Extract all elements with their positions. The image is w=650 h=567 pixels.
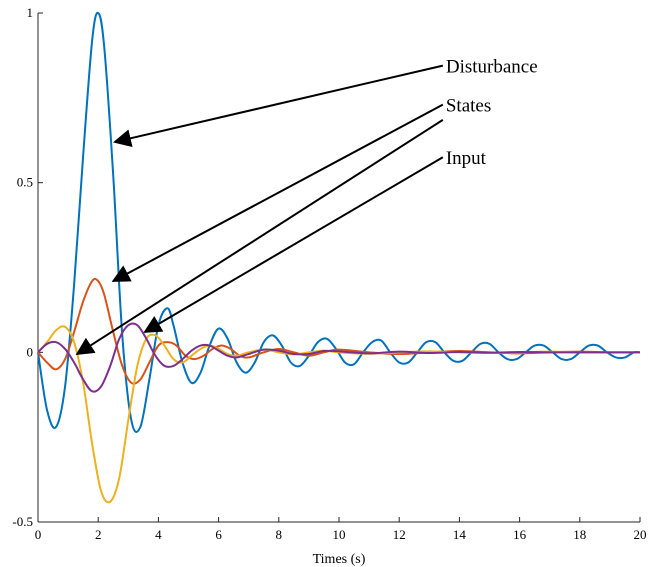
annotation-arrow xyxy=(113,64,444,148)
x-tick-label: 6 xyxy=(215,527,222,542)
x-tick-label: 14 xyxy=(453,527,467,542)
annotation-arrow xyxy=(111,103,444,282)
x-tick-label: 18 xyxy=(573,527,586,542)
series-line-4 xyxy=(37,322,640,393)
annotations: Disturbance States Input xyxy=(75,57,538,356)
annotation-label: Disturbance xyxy=(446,57,538,78)
x-tick-label: 4 xyxy=(155,527,162,542)
y-tick-label: 0.5 xyxy=(17,175,33,190)
x-axis-label: Times (s) xyxy=(313,552,366,567)
annotation-label: Input xyxy=(446,148,487,169)
x-tick-label: 12 xyxy=(393,527,406,542)
y-tick-label: -0.5 xyxy=(12,514,33,529)
y-tick-label: 1 xyxy=(27,5,34,20)
x-tick-label: 10 xyxy=(333,527,346,542)
series-line-2 xyxy=(37,277,641,385)
x-tick-label: 8 xyxy=(276,527,283,542)
x-tick-label: 0 xyxy=(35,527,42,542)
annotation-arrow xyxy=(143,156,444,333)
plot-series xyxy=(37,11,641,504)
annotation-arrow xyxy=(75,119,444,356)
series-line-1 xyxy=(37,11,641,433)
axes: 0 2 4 6 8 10 12 14 16 18 20-0.500.51 xyxy=(12,5,646,542)
annotation-label: States xyxy=(446,96,491,117)
x-tick-label: 2 xyxy=(95,527,102,542)
x-tick-label: 16 xyxy=(513,527,527,542)
y-tick-label: 0 xyxy=(27,344,34,359)
x-tick-label: 20 xyxy=(634,527,647,542)
